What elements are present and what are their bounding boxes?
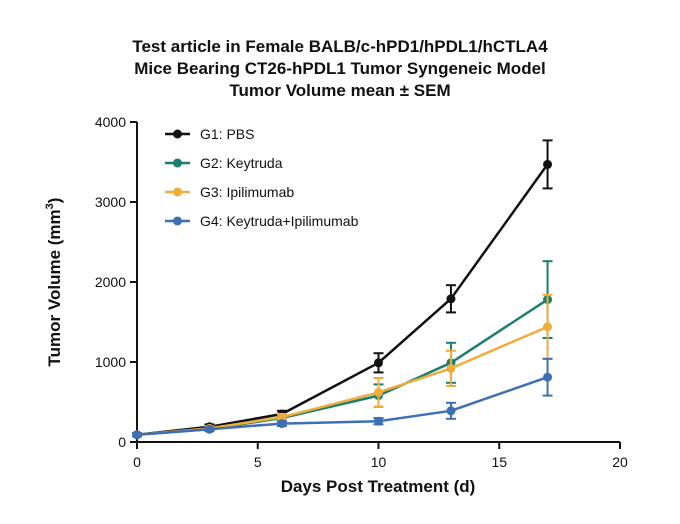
y-axis-label-close: ) bbox=[45, 198, 64, 204]
series-line bbox=[136, 163, 549, 437]
data-point bbox=[446, 294, 456, 304]
series-line bbox=[136, 298, 549, 437]
series-g3-ipilimumab bbox=[132, 293, 553, 440]
x-tick-label: 20 bbox=[612, 454, 628, 470]
y-axis-ticks: 0 1000 2000 3000 4000 bbox=[95, 114, 137, 450]
series-g1-pbs bbox=[132, 139, 553, 440]
legend-label: G4: Keytruda+Ipilimumab bbox=[200, 213, 359, 229]
data-point bbox=[374, 358, 383, 368]
series-g2-keytruda bbox=[132, 260, 553, 440]
x-tick-label: 10 bbox=[371, 454, 387, 470]
chart-title: Test article in Female BALB/c-hPD1/hPDL1… bbox=[132, 37, 548, 100]
legend-swatch-marker bbox=[173, 187, 182, 197]
x-tick-label: 15 bbox=[491, 454, 507, 470]
series-layer bbox=[132, 139, 553, 440]
data-point bbox=[132, 430, 142, 440]
data-point bbox=[204, 424, 214, 434]
y-tick-label: 3000 bbox=[95, 194, 126, 210]
legend-item-g3-ipilimumab: G3: Ipilimumab bbox=[165, 184, 294, 200]
y-axis-label: Tumor Volume (mm3) bbox=[44, 198, 64, 367]
data-point bbox=[543, 372, 553, 382]
legend-label: G3: Ipilimumab bbox=[200, 184, 294, 200]
data-point bbox=[374, 416, 383, 426]
y-axis-label-sup: 3 bbox=[44, 203, 56, 209]
y-tick-label: 2000 bbox=[95, 274, 126, 290]
data-point bbox=[446, 363, 456, 373]
legend-item-g2-keytruda: G2: Keytruda bbox=[165, 155, 283, 171]
x-tick-label: 0 bbox=[133, 454, 141, 470]
chart-title-line-1: Test article in Female BALB/c-hPD1/hPDL1… bbox=[132, 37, 548, 56]
legend: G1: PBS G2: Keytruda G3: Ipilimumab G4: Key… bbox=[165, 126, 359, 229]
chart-title-line-3: Tumor Volume mean ± SEM bbox=[229, 81, 450, 100]
data-point bbox=[374, 387, 383, 397]
y-axis-label-main: Tumor Volume (mm bbox=[45, 209, 64, 366]
y-tick-label: 0 bbox=[118, 434, 126, 450]
y-tick-label: 4000 bbox=[95, 114, 126, 130]
data-point bbox=[277, 419, 287, 429]
legend-item-g1-pbs: G1: PBS bbox=[165, 126, 254, 142]
series-line bbox=[136, 376, 548, 437]
x-tick-label: 5 bbox=[254, 454, 262, 470]
data-point bbox=[543, 322, 553, 332]
x-axis-ticks: 0 5 10 15 20 bbox=[133, 442, 628, 470]
legend-swatch-marker bbox=[173, 129, 182, 139]
legend-label: G1: PBS bbox=[200, 126, 254, 142]
data-point bbox=[446, 406, 456, 416]
series-g4-keytruda-ipilimumab bbox=[132, 357, 553, 440]
chart-title-line-2: Mice Bearing CT26-hPDL1 Tumor Syngeneic … bbox=[134, 59, 546, 78]
legend-swatch-marker bbox=[173, 216, 182, 226]
legend-item-g4-keytruda-ipilimumab: G4: Keytruda+Ipilimumab bbox=[165, 213, 359, 229]
legend-swatch-marker bbox=[173, 158, 182, 168]
y-tick-label: 1000 bbox=[95, 354, 126, 370]
legend-label: G2: Keytruda bbox=[200, 155, 283, 171]
data-point bbox=[277, 412, 287, 422]
x-axis-label: Days Post Treatment (d) bbox=[281, 477, 476, 496]
data-point bbox=[543, 159, 553, 169]
